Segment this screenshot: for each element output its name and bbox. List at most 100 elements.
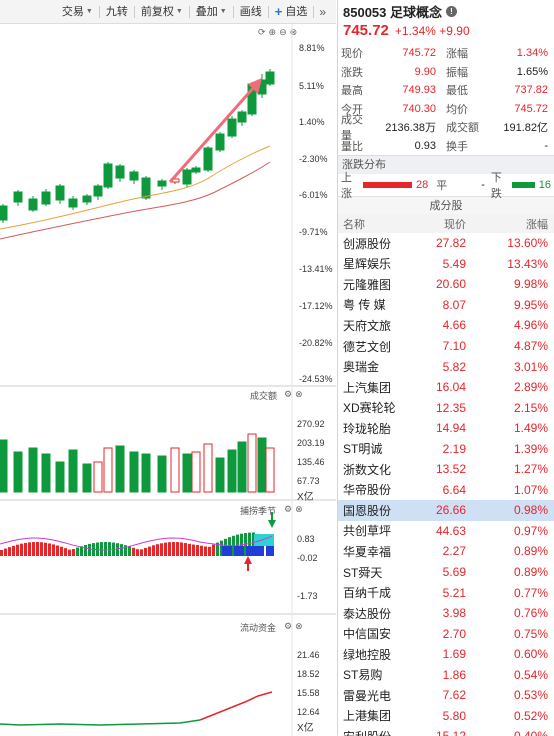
constituent-row[interactable]: 国恩股份 26.66 0.98% (338, 500, 554, 521)
kline-chart[interactable] (0, 24, 336, 736)
toolbar-divider (188, 5, 190, 18)
constituent-row[interactable]: 安利股份15.120.40% (338, 726, 554, 736)
overlay-button[interactable]: 叠加 ▼ (191, 3, 232, 21)
gear-icon[interactable]: ⚙ (284, 621, 293, 631)
indicator-bar (108, 542, 111, 556)
constituent-row[interactable]: 华夏幸福 2.27 0.89% (338, 541, 554, 562)
constituent-row[interactable]: 华帝股份 6.64 1.07% (338, 480, 554, 501)
flow-tick: 21.46 (297, 650, 320, 660)
col-price-header[interactable]: 现价 (444, 218, 466, 231)
constituent-row[interactable]: 元隆雅图 20.60 9.98% (338, 274, 554, 295)
candle-body (103, 163, 113, 188)
constituent-row[interactable]: 奥瑞金 5.82 3.01% (338, 356, 554, 377)
close-icon[interactable]: ⊗ (289, 27, 298, 37)
constituent-row[interactable]: 雷曼光电 7.62 0.53% (338, 685, 554, 706)
candle-body (68, 198, 78, 208)
constituent-price: 5.69 (442, 565, 466, 580)
toolbar-divider (267, 5, 269, 18)
trade-button[interactable]: 交易 ▼ (57, 3, 98, 21)
constituent-row[interactable]: 玲珑轮胎 14.94 1.49% (338, 418, 554, 439)
indicator-bar (252, 532, 255, 556)
stock-title: 850053 足球概念 (343, 4, 442, 20)
indicator-bar (136, 549, 139, 556)
volume-bar (0, 439, 8, 493)
constituent-row[interactable]: 泰达股份 3.98 0.76% (338, 603, 554, 624)
indicator-bar (56, 545, 59, 556)
close-icon[interactable]: ⊗ (295, 389, 303, 399)
constituent-row[interactable]: 百纳千成 5.21 0.77% (338, 582, 554, 603)
refresh-icon[interactable]: ⟳ (258, 27, 266, 37)
volume-bar (203, 443, 213, 493)
quote-label: 换手 (446, 140, 468, 153)
quote-label: 量比 (341, 140, 363, 153)
volume-tick: 135.46 (297, 457, 325, 467)
constituent-row[interactable]: 共创草坪 44.63 0.97% (338, 521, 554, 542)
indicator-block (246, 546, 256, 556)
candle-body (237, 111, 247, 123)
indicator-bar (184, 543, 187, 556)
adjust-button[interactable]: 前复权 ▼ (136, 3, 188, 21)
quote-value: 9.90 (414, 65, 436, 78)
volume-panel-title: 成交额 (250, 391, 278, 401)
chevron-down-icon: ▼ (219, 7, 227, 15)
constituent-row[interactable]: ST明诚 2.19 1.39% (338, 438, 554, 459)
constituent-name: 雷曼光电 (343, 688, 392, 703)
close-icon[interactable]: ⊗ (295, 504, 303, 514)
volume-bar (28, 447, 38, 493)
quote-value: 740.30 (402, 102, 436, 115)
candle-body (115, 165, 125, 179)
indicator-bar (12, 545, 15, 556)
close-icon[interactable]: ⊗ (295, 621, 303, 631)
constituent-row[interactable]: 德艺文创 7.10 4.87% (338, 336, 554, 357)
constituent-change: 0.89% (513, 565, 548, 580)
zoom-out-icon[interactable]: ⊖ (279, 27, 287, 37)
constituent-name: ST易购 (343, 668, 383, 683)
add-favorite-label: 自选 (285, 5, 308, 18)
constituent-row[interactable]: 创源股份 27.82 13.60% (338, 233, 554, 254)
indicator-bar (24, 542, 27, 556)
constituent-price: 8.07 (442, 297, 466, 312)
indicator-bar (132, 547, 135, 556)
add-favorite-button[interactable]: + 自选 (270, 3, 313, 21)
constituent-row[interactable]: ST易购 1.86 0.54% (338, 664, 554, 685)
quote-value: 0.93 (414, 139, 436, 152)
draw-line-button[interactable]: 画线 (235, 3, 267, 21)
indicator-bar (64, 548, 67, 556)
col-name-header[interactable]: 名称 (343, 218, 365, 231)
price-panel-icons: ⟳ ⊕ ⊖ ⊗ (258, 27, 297, 38)
volume-bar (191, 451, 201, 493)
constituent-price: 3.98 (442, 606, 466, 621)
constituent-row[interactable]: 中信国安 2.70 0.75% (338, 623, 554, 644)
gear-icon[interactable]: ⚙ (284, 389, 293, 399)
constituent-name: 安利股份 (338, 728, 400, 736)
constituent-row[interactable]: 浙数文化 13.52 1.27% (338, 459, 554, 480)
candle-body (227, 118, 237, 137)
constituent-change: 0.77% (513, 585, 548, 600)
constituent-row[interactable]: 绿地控股 1.69 0.60% (338, 644, 554, 665)
constituent-name: 创源股份 (343, 236, 392, 251)
chart-area[interactable]: ⟳ ⊕ ⊖ ⊗ (0, 24, 336, 736)
constituent-row[interactable]: 上港集团 5.80 0.52% (338, 706, 554, 727)
gear-icon[interactable]: ⚙ (284, 504, 293, 514)
col-change-header[interactable]: 涨幅 (526, 218, 548, 231)
down-bar (512, 182, 535, 188)
constituent-row[interactable]: 上汽集团 16.04 2.89% (338, 377, 554, 398)
chevron-down-icon: ▼ (175, 7, 183, 15)
quote-value: 737.82 (514, 84, 548, 97)
constituent-row[interactable]: XD赛轮轮 12.35 2.15% (338, 397, 554, 418)
info-icon[interactable]: ! (446, 5, 457, 17)
down-arrow-icon (268, 520, 276, 528)
more-button[interactable]: » (315, 3, 330, 21)
constituent-row[interactable]: 天府文旅 4.66 4.96% (338, 315, 554, 336)
constituent-row[interactable]: ST舜天 5.69 0.89% (338, 562, 554, 583)
zoom-in-icon[interactable]: ⊕ (268, 27, 277, 37)
candle-body (203, 147, 213, 171)
constituent-row[interactable]: 星辉娱乐 5.49 13.43% (338, 254, 554, 275)
quote-row: 成交量 2136.38万 成交额 191.82亿 (338, 114, 554, 142)
indicator-bar (100, 542, 103, 556)
nine-turn-button[interactable]: 九转 (101, 3, 133, 21)
indicator-bar (164, 542, 167, 556)
constituent-price: 2.27 (442, 544, 466, 559)
indicator-bar (28, 542, 31, 556)
constituent-row[interactable]: 粤 传 媒 8.07 9.95% (338, 295, 554, 316)
